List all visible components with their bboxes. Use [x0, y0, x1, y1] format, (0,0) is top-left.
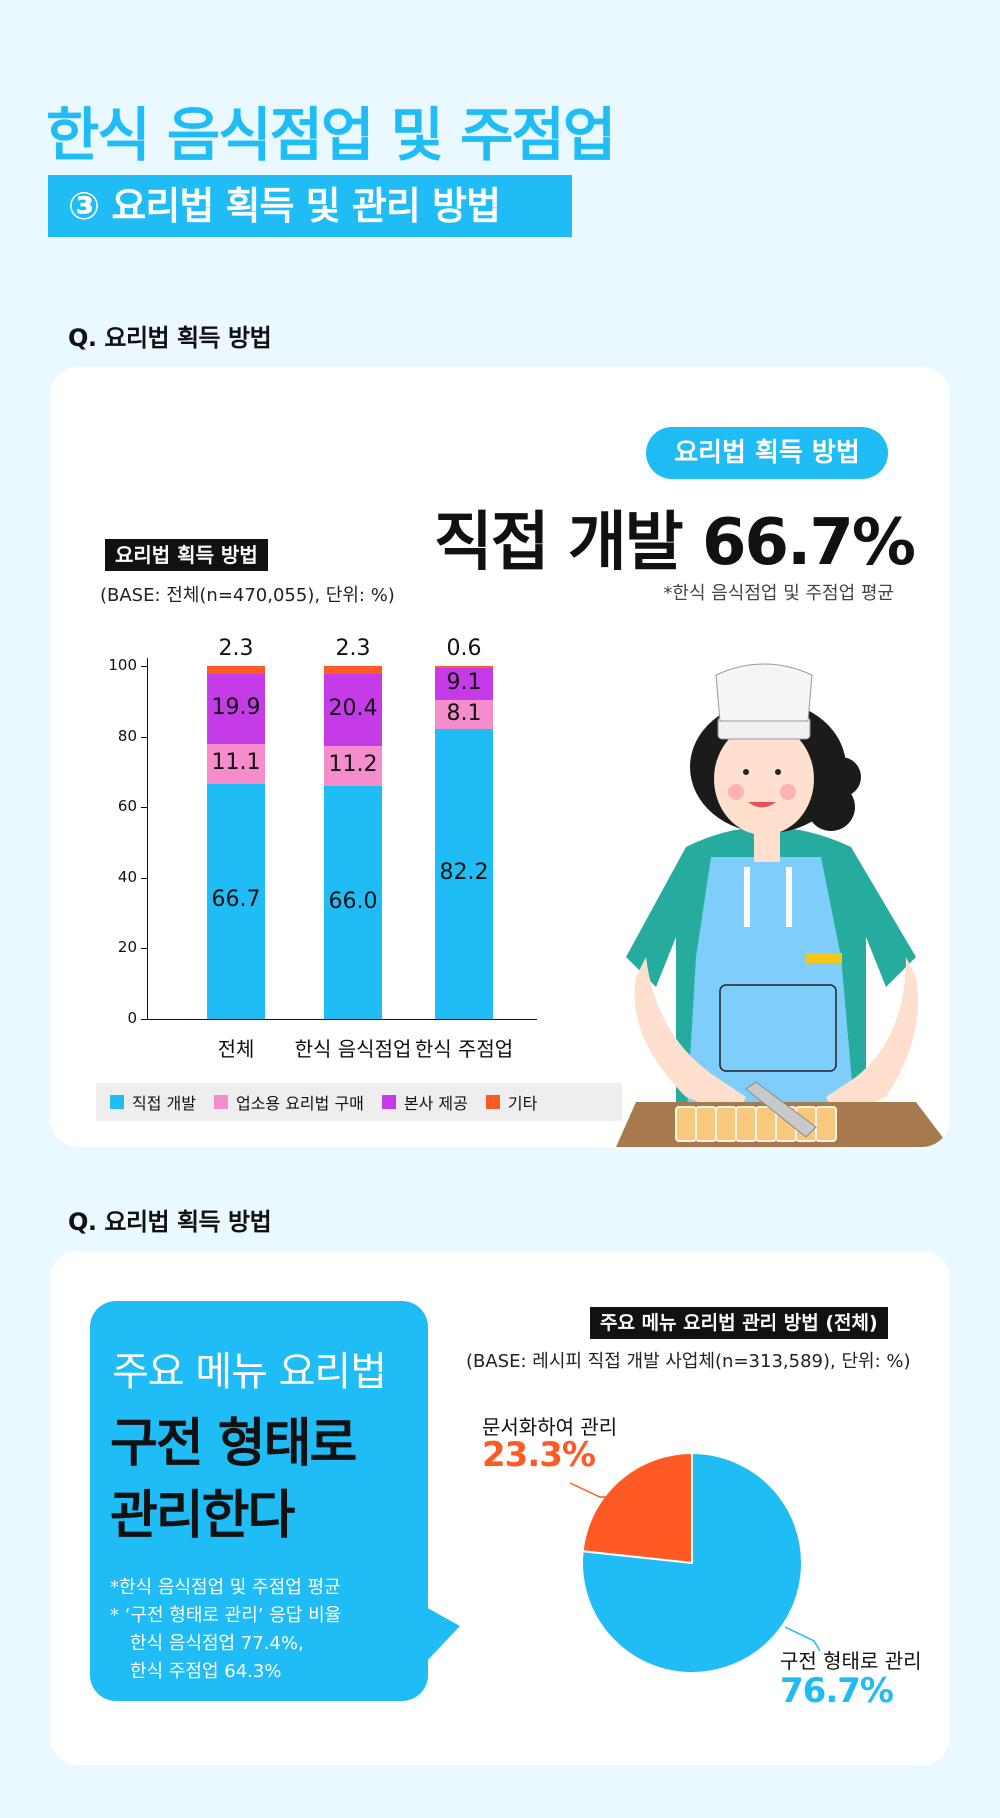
- x-axis: [147, 1019, 537, 1020]
- bar-segment: [324, 746, 382, 786]
- summary-pill: 요리법 획득 방법: [646, 427, 888, 479]
- bar-value-label: 20.4: [328, 696, 378, 722]
- bar-value-label: 11.1: [211, 749, 261, 775]
- legend-label: 기타: [507, 1094, 538, 1113]
- bar-value-label: 11.2: [328, 752, 378, 778]
- y-tick-mark: [141, 807, 147, 809]
- legend-label: 본사 제공: [403, 1094, 468, 1113]
- pie-slice: [581, 1451, 693, 1565]
- bar-value-label: 82.2: [439, 859, 489, 885]
- legend-swatch: [213, 1095, 228, 1109]
- y-tick-label: 60: [117, 797, 137, 816]
- bar-value-label: 2.3: [335, 636, 371, 662]
- legend-item: 직접 개발: [110, 1090, 196, 1114]
- bar-value-label: 2.3: [218, 636, 254, 661]
- x-category-label: 한식 주점업: [414, 1037, 514, 1061]
- bar-segment: [207, 744, 265, 784]
- speech-bubble: 주요 메뉴 요리법 구전 형태로 관리한다 *한식 음식점업 및 주점업 평균 …: [90, 1301, 428, 1701]
- bar-value-label: 8.1: [446, 700, 482, 726]
- bubble-note: 한식 주점업 64.3%: [130, 1661, 282, 1682]
- pie-base-note: (BASE: 레시피 직접 개발 사업체(n=313,589), 단위: %): [466, 1351, 911, 1372]
- bubble-note: * ‘구전 형태로 관리’ 응답 비율: [110, 1605, 342, 1626]
- management-card: 주요 메뉴 요리법 구전 형태로 관리한다 *한식 음식점업 및 주점업 평균 …: [50, 1251, 950, 1765]
- question-label-1: Q. 요리법 획득 방법: [68, 324, 272, 352]
- bar-segment: [435, 700, 493, 729]
- pie-leader-line: [569, 1482, 622, 1498]
- page-subtitle: ③ 요리법 획득 및 관리 방법: [48, 175, 572, 237]
- bar-segment: [207, 783, 265, 1019]
- pie-label-value: 23.3%: [482, 1435, 596, 1475]
- page-title: 한식 음식점업 및 주점업: [46, 101, 616, 169]
- bubble-headline: 관리한다: [110, 1486, 295, 1546]
- bar-segment: [435, 666, 493, 669]
- bar-segment: [324, 666, 382, 675]
- headline-stat: 직접 개발 66.7%: [433, 506, 916, 580]
- bar-segment: [435, 668, 493, 701]
- bar-segment: [207, 666, 265, 675]
- bubble-headline: 구전 형태로: [110, 1414, 357, 1474]
- bar-segment: [324, 786, 382, 1019]
- chef-illustration: [616, 663, 950, 1147]
- y-tick-mark: [141, 877, 147, 879]
- bubble-line: 주요 메뉴 요리법: [112, 1349, 387, 1395]
- bubble-note: *한식 음식점업 및 주점업 평균: [110, 1577, 341, 1598]
- bubble-note: 한식 음식점업 77.4%,: [130, 1633, 304, 1654]
- legend-item: 기타: [485, 1090, 538, 1114]
- legend-swatch: [485, 1095, 500, 1109]
- chart-legend: 직접 개발 업소용 요리법 구매 본사 제공 기타: [96, 1083, 622, 1121]
- bar-segment: [324, 674, 382, 747]
- question-label-2: Q. 요리법 획득 방법: [68, 1208, 272, 1236]
- bar-segment: [435, 728, 493, 1019]
- y-tick-mark: [141, 736, 147, 738]
- legend-label: 업소용 요리법 구매: [235, 1094, 364, 1113]
- legend-label: 직접 개발: [132, 1094, 196, 1113]
- pie-leader-line: [784, 1626, 821, 1652]
- bubble-tail: [424, 1606, 460, 1664]
- y-tick-label: 40: [117, 867, 137, 886]
- y-tick-label: 80: [117, 726, 137, 745]
- y-tick-mark: [141, 1019, 147, 1020]
- x-category-label: 전체: [217, 1037, 255, 1061]
- y-tick-mark: [141, 666, 147, 667]
- average-note: *한식 음식점업 및 주점업 평균: [663, 583, 894, 604]
- bar-segment: [207, 674, 265, 745]
- y-tick-label: 100: [108, 656, 137, 674]
- y-tick-mark: [141, 948, 147, 950]
- base-note: (BASE: 전체(n=470,055), 단위: %): [100, 585, 395, 606]
- pie-chart-tag: 주요 메뉴 요리법 관리 방법 (전체): [590, 1307, 888, 1339]
- legend-swatch: [110, 1095, 124, 1109]
- bar-value-label: 0.6: [446, 636, 482, 661]
- y-tick-label: 20: [117, 938, 137, 957]
- legend-swatch: [381, 1095, 396, 1109]
- bar-value-label: 66.7: [211, 887, 261, 913]
- y-tick-label: 0: [127, 1009, 137, 1027]
- bar-value-label: 66.0: [328, 888, 378, 914]
- stacked-bar-chart: 0 20 40 60 80 100 66.7 11.1 19.9 2.3 전체 66.0 11.2 20.…: [50, 367, 650, 1087]
- acquisition-card: 요리법 획득 방법 (BASE: 전체(n=470,055), 단위: %) 요…: [50, 367, 950, 1147]
- pie-chart: [569, 1451, 821, 1674]
- pie-label-name: 문서화하여 관리: [482, 1415, 618, 1439]
- pie-slice: [581, 1451, 803, 1674]
- legend-item: 본사 제공: [381, 1090, 468, 1114]
- y-axis: [147, 658, 148, 1019]
- pie-label-value: 76.7%: [780, 1671, 894, 1711]
- bar-value-label: 19.9: [211, 695, 261, 721]
- pie-label-name: 구전 형태로 관리: [780, 1649, 922, 1673]
- chart-tag: 요리법 획득 방법: [105, 539, 268, 571]
- legend-item: 업소용 요리법 구매: [213, 1090, 364, 1114]
- bar-value-label: 9.1: [446, 670, 482, 696]
- x-category-label: 한식 음식점업: [294, 1037, 412, 1061]
